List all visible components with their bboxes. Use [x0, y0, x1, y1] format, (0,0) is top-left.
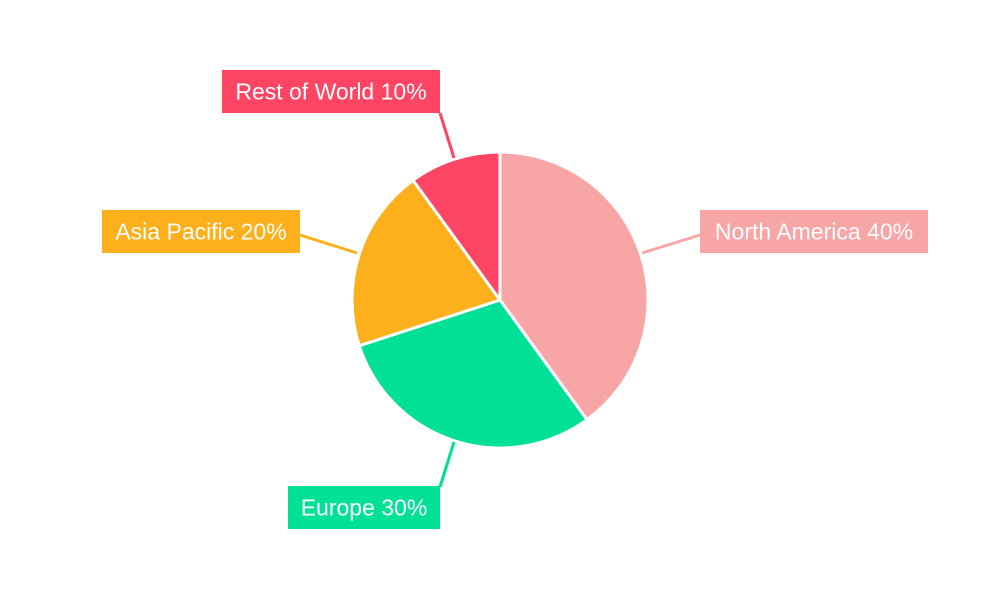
label-box-europe — [288, 486, 440, 529]
leader-line-rest-of-world — [438, 112, 456, 159]
label-box-north-america — [700, 210, 928, 253]
pie-slice-europe[interactable] — [357, 298, 589, 450]
label-box-rest-of-world — [222, 70, 440, 113]
leader-line-europe — [438, 441, 456, 488]
labels: North America 40% Europe 30% Asia Pacific … — [102, 70, 928, 529]
data-label-rest-of-world: Rest of World 10% — [235, 79, 426, 105]
pie-slice-north-america[interactable] — [498, 150, 650, 422]
data-label-north-america: North America 40% — [715, 219, 913, 245]
pie-slice-rest-of-world[interactable] — [411, 150, 502, 302]
leader-line-asia-pacific — [299, 233, 358, 255]
label-box-asia-pacific — [102, 210, 300, 253]
leader-line-north-america — [641, 233, 701, 255]
slices — [350, 150, 650, 450]
data-label-europe: Europe 30% — [301, 495, 428, 521]
data-label-asia-pacific: Asia Pacific 20% — [115, 219, 286, 245]
pie-slice-asia-pacific[interactable] — [350, 178, 502, 348]
